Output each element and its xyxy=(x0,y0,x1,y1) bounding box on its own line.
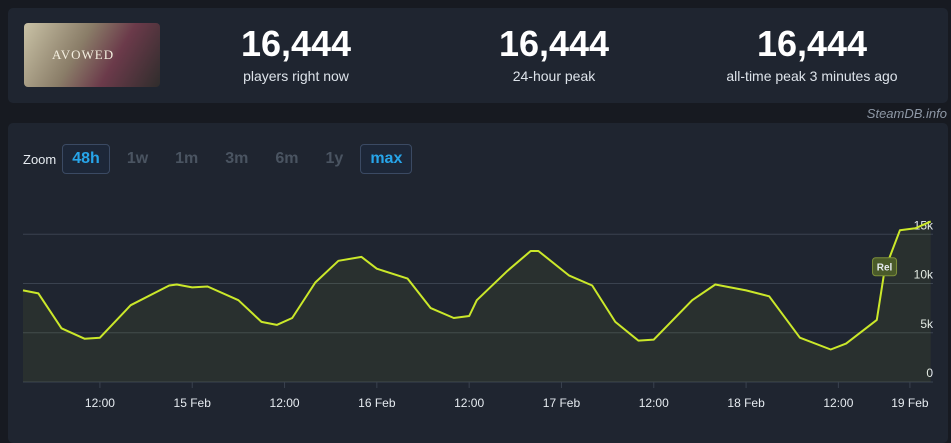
x-tick-label: 19 Feb xyxy=(891,396,929,410)
zoom-button[interactable]: 48h xyxy=(62,144,110,174)
stat-label: players right now xyxy=(243,68,349,84)
credit[interactable]: SteamDB.info xyxy=(866,106,947,121)
zoom-button[interactable]: 6m xyxy=(275,150,299,167)
zoom-bar: Zoom 48h 1w 1m 3m 6m 1y max xyxy=(23,144,419,174)
stat-label: 24-hour peak xyxy=(512,68,596,84)
y-tick-label: 5k xyxy=(920,317,934,331)
zoom-button[interactable]: 1y xyxy=(325,150,344,167)
page: AVOWED 16,444 players right now 16,444 24-… xyxy=(8,8,948,443)
zoom-button[interactable]: 3m xyxy=(225,150,249,167)
game-image: AVOWED xyxy=(24,23,160,87)
x-tick-label: 18 Feb xyxy=(727,396,765,410)
y-tick-label: 10k xyxy=(914,268,934,282)
x-tick-label: 17 Feb xyxy=(543,396,581,410)
zoom-button[interactable]: 1w xyxy=(126,150,149,167)
stat-value: 16,444 xyxy=(756,23,868,64)
y-tick-label: 0 xyxy=(926,366,933,380)
stats-panel: AVOWED 16,444 players right now 16,444 24-… xyxy=(8,8,948,103)
x-tick-label: 12:00 xyxy=(823,396,853,410)
x-tick-label: 12:00 xyxy=(639,396,669,410)
x-tick-label: 12:00 xyxy=(454,396,484,410)
zoom-button[interactable]: 1m xyxy=(175,150,199,167)
line xyxy=(22,220,932,351)
x-tick-label: 12:00 xyxy=(85,396,115,410)
zoom-label: Zoom xyxy=(23,151,57,167)
stat-value: 16,444 xyxy=(498,23,610,64)
annotation: Rel xyxy=(877,262,893,273)
zoom-button[interactable]: max xyxy=(360,144,413,174)
annotation-box xyxy=(872,257,898,277)
x-tick-label: 12:00 xyxy=(270,396,300,410)
stat-label: all-time peak 3 minutes ago xyxy=(726,68,898,84)
x-tick-label: 15 Feb xyxy=(174,396,212,410)
stat: 16,444 players right now xyxy=(176,23,416,85)
logo-text: AVOWED xyxy=(52,47,115,62)
stat: 16,444 24-hour peak xyxy=(434,23,674,85)
stat-value: 16,444 xyxy=(240,23,352,64)
x-tick-label: 16 Feb xyxy=(358,396,396,410)
stat: 16,444 all-time peak 3 minutes ago xyxy=(692,23,932,85)
